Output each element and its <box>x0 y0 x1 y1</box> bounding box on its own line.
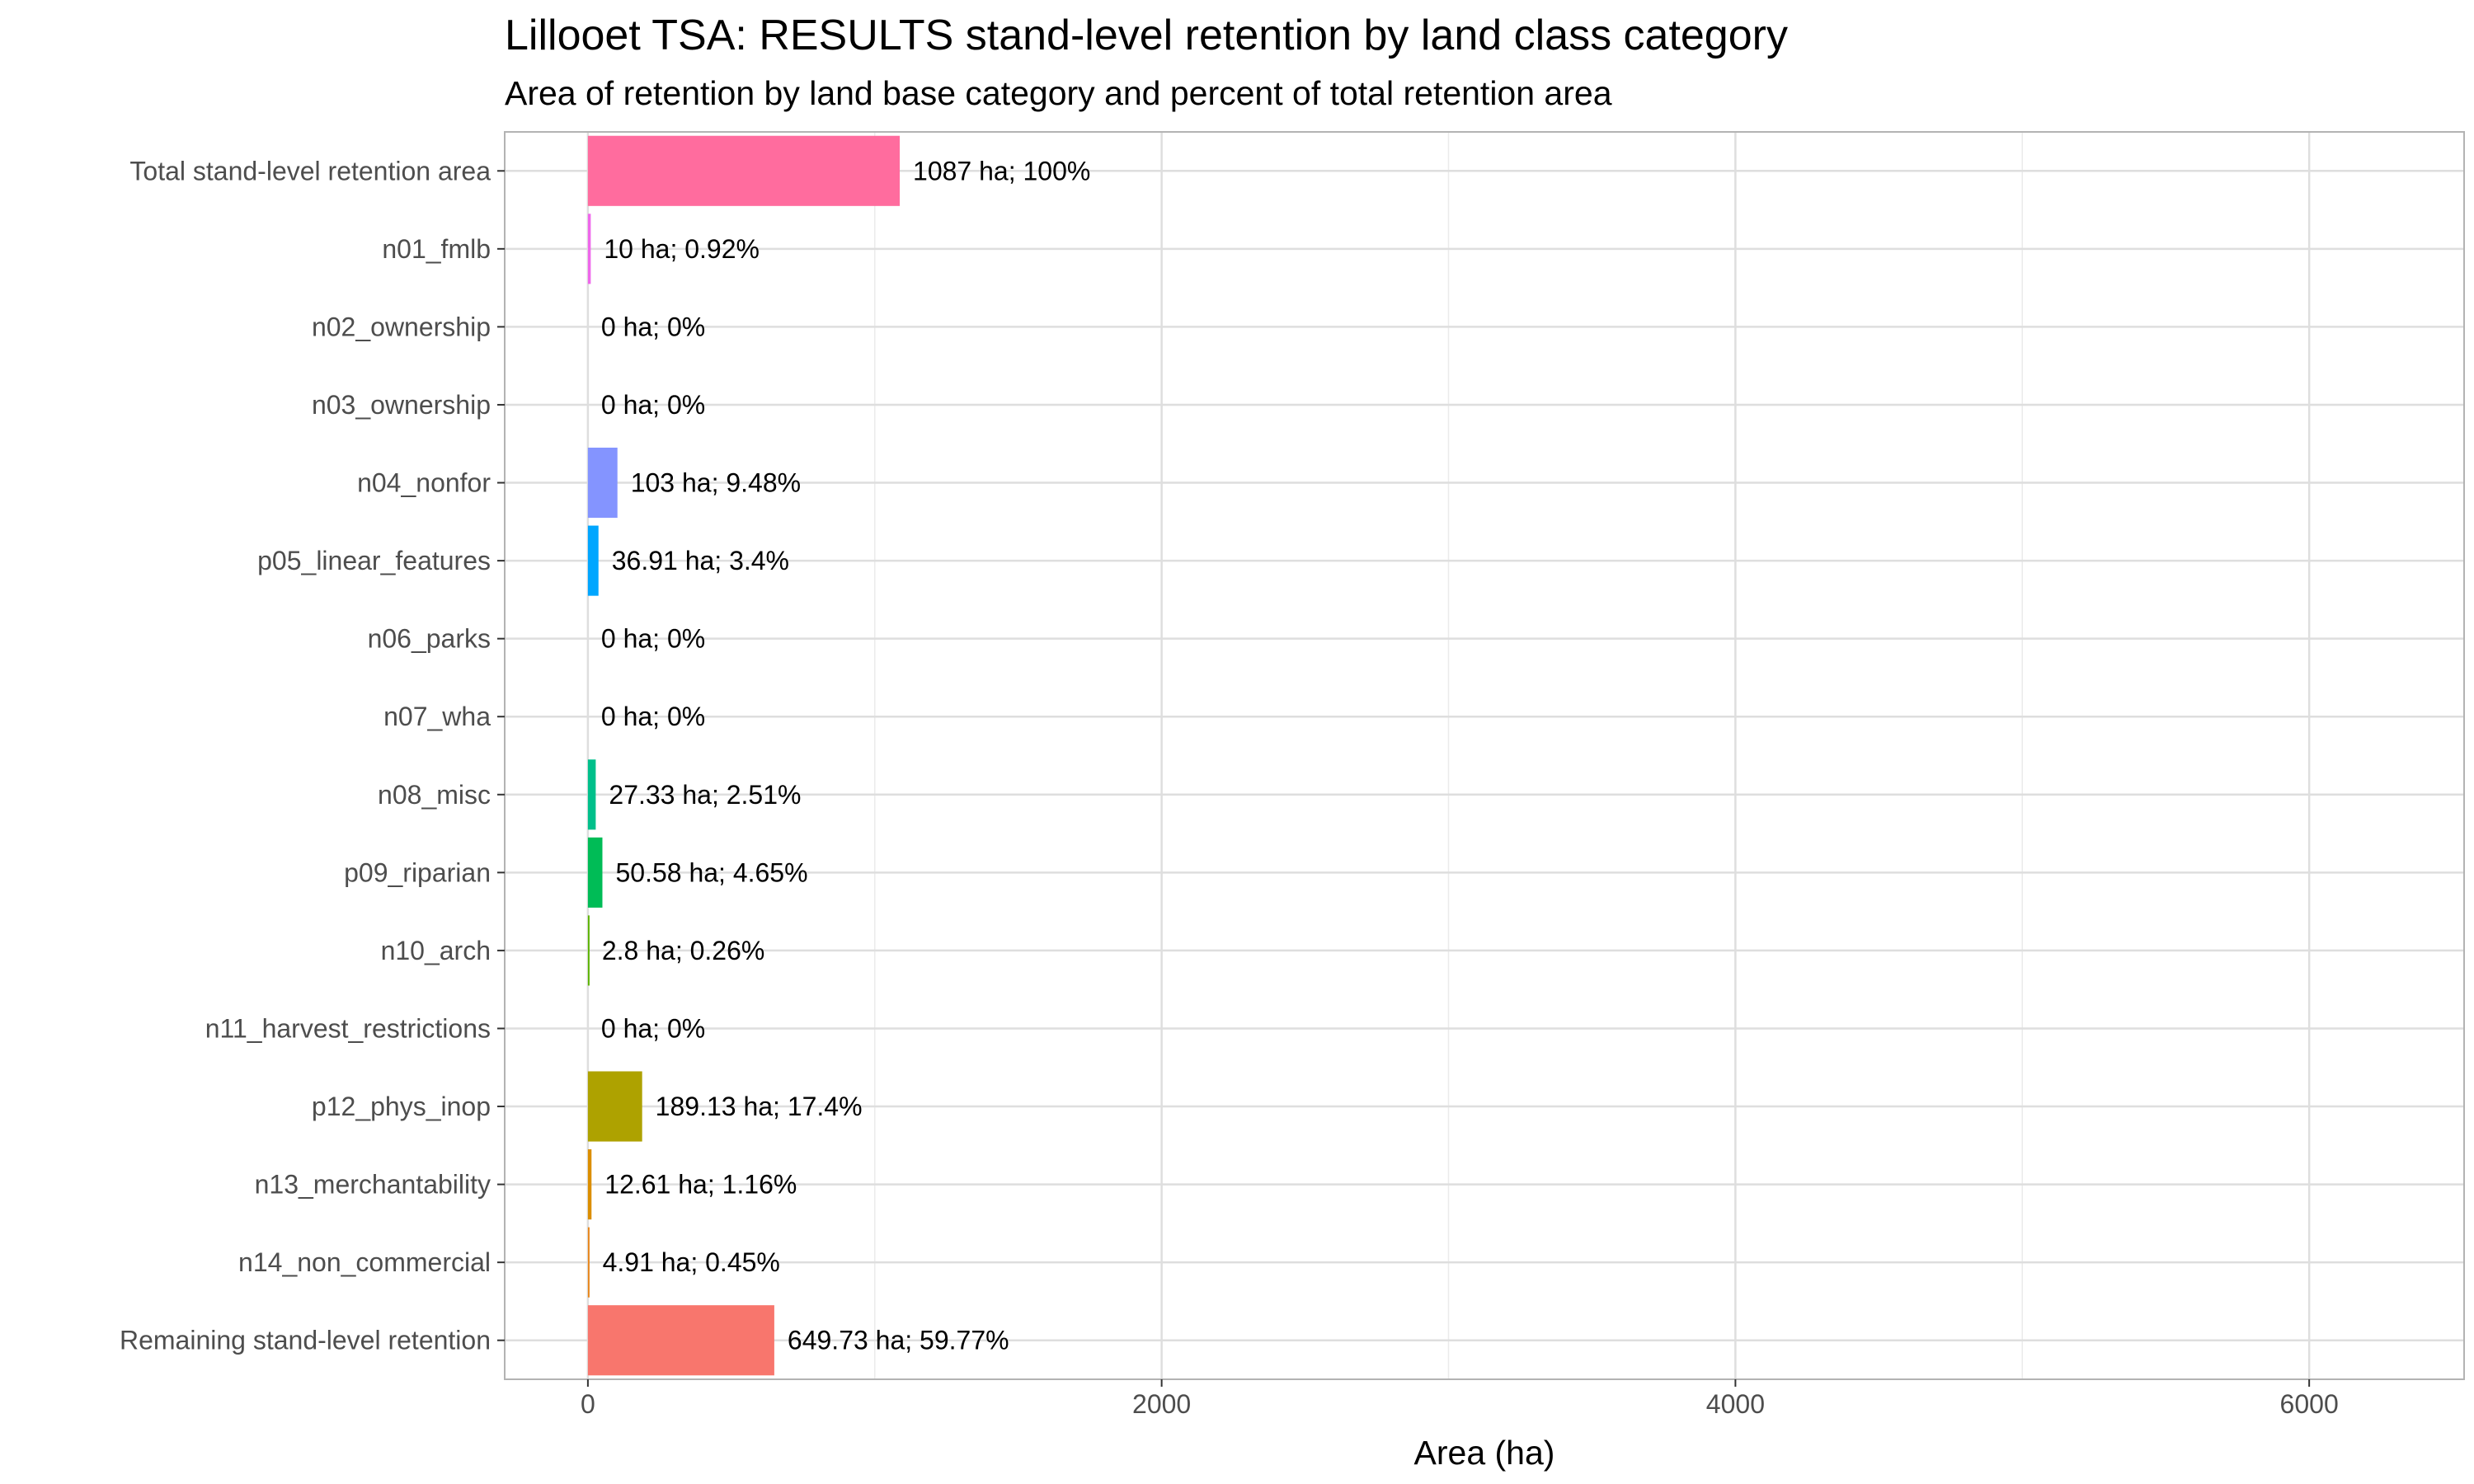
category-label: n02_ownership <box>312 312 491 341</box>
bar <box>587 759 596 830</box>
category-label: n11_harvest_restrictions <box>205 1013 491 1043</box>
bar <box>587 214 591 284</box>
category-label: n08_misc <box>378 780 491 810</box>
category-label: n01_fmlb <box>382 234 491 264</box>
bar-value-label: 1087 ha; 100% <box>913 156 1090 186</box>
category-axis-labels: Total stand-level retention area n01_fmlb… <box>120 156 505 1355</box>
bar <box>587 1149 592 1220</box>
category-label: n03_ownership <box>312 390 491 420</box>
category-label: n04_nonfor <box>357 468 491 498</box>
x-tick-label: 2000 <box>1132 1389 1191 1419</box>
bar-value-label: 0 ha; 0% <box>601 702 705 731</box>
bar <box>587 1071 642 1142</box>
bar-value-label: 36.91 ha; 3.4% <box>612 546 789 575</box>
plot-panel <box>505 132 2464 1379</box>
bar-value-label: 0 ha; 0% <box>601 312 705 341</box>
x-tick-label: 6000 <box>2280 1389 2339 1419</box>
category-label: n07_wha <box>383 702 491 731</box>
bar-value-label: 649.73 ha; 59.77% <box>788 1326 1009 1355</box>
category-label: n10_arch <box>381 936 491 965</box>
x-tick-label: 4000 <box>1706 1389 1765 1419</box>
bar <box>587 525 599 596</box>
bar <box>587 1305 774 1376</box>
data-labels: 1087 ha; 100% 10 ha; 0.92% 0 ha; 0% 0 ha; 0… <box>601 156 1090 1355</box>
category-label: n13_merchantability <box>255 1170 491 1200</box>
major-gridlines <box>505 132 2464 1379</box>
bar-value-label: 10 ha; 0.92% <box>604 234 760 264</box>
category-label: p09_riparian <box>344 857 491 887</box>
bar <box>587 915 590 986</box>
bar <box>587 447 618 519</box>
bar-value-label: 2.8 ha; 0.26% <box>602 936 764 965</box>
bar <box>587 135 901 206</box>
plot-border <box>504 131 2465 1380</box>
bar-value-label: 189.13 ha; 17.4% <box>656 1092 863 1121</box>
x-tick-label: 0 <box>581 1389 595 1419</box>
value-axis-ticks: 0 2000 4000 6000 <box>581 1379 2339 1419</box>
minor-gridlines <box>874 132 2024 1379</box>
x-axis-title: Area (ha) <box>1414 1434 1555 1472</box>
bars <box>587 135 901 1376</box>
bar-value-label: 4.91 ha; 0.45% <box>603 1247 780 1277</box>
chart-subtitle: Area of retention by land base category … <box>505 74 1612 112</box>
bar <box>587 1227 590 1298</box>
bar-value-label: 12.61 ha; 1.16% <box>604 1170 797 1200</box>
bar-value-label: 103 ha; 9.48% <box>631 468 801 498</box>
bar-value-label: 0 ha; 0% <box>601 624 705 654</box>
category-label: p12_phys_inop <box>312 1092 491 1121</box>
bar-value-label: 27.33 ha; 2.51% <box>609 780 801 810</box>
category-label: n14_non_commercial <box>238 1247 491 1277</box>
bar <box>587 837 603 908</box>
bar-value-label: 0 ha; 0% <box>601 390 705 420</box>
category-label: p05_linear_features <box>257 546 491 575</box>
category-label: Remaining stand-level retention <box>120 1326 491 1355</box>
category-label: Total stand-level retention area <box>129 156 491 186</box>
bar-value-label: 0 ha; 0% <box>601 1013 705 1043</box>
bar-value-label: 50.58 ha; 4.65% <box>615 857 807 887</box>
chart-title: Lillooet TSA: RESULTS stand-level retent… <box>505 12 1788 59</box>
category-label: n06_parks <box>368 624 491 654</box>
